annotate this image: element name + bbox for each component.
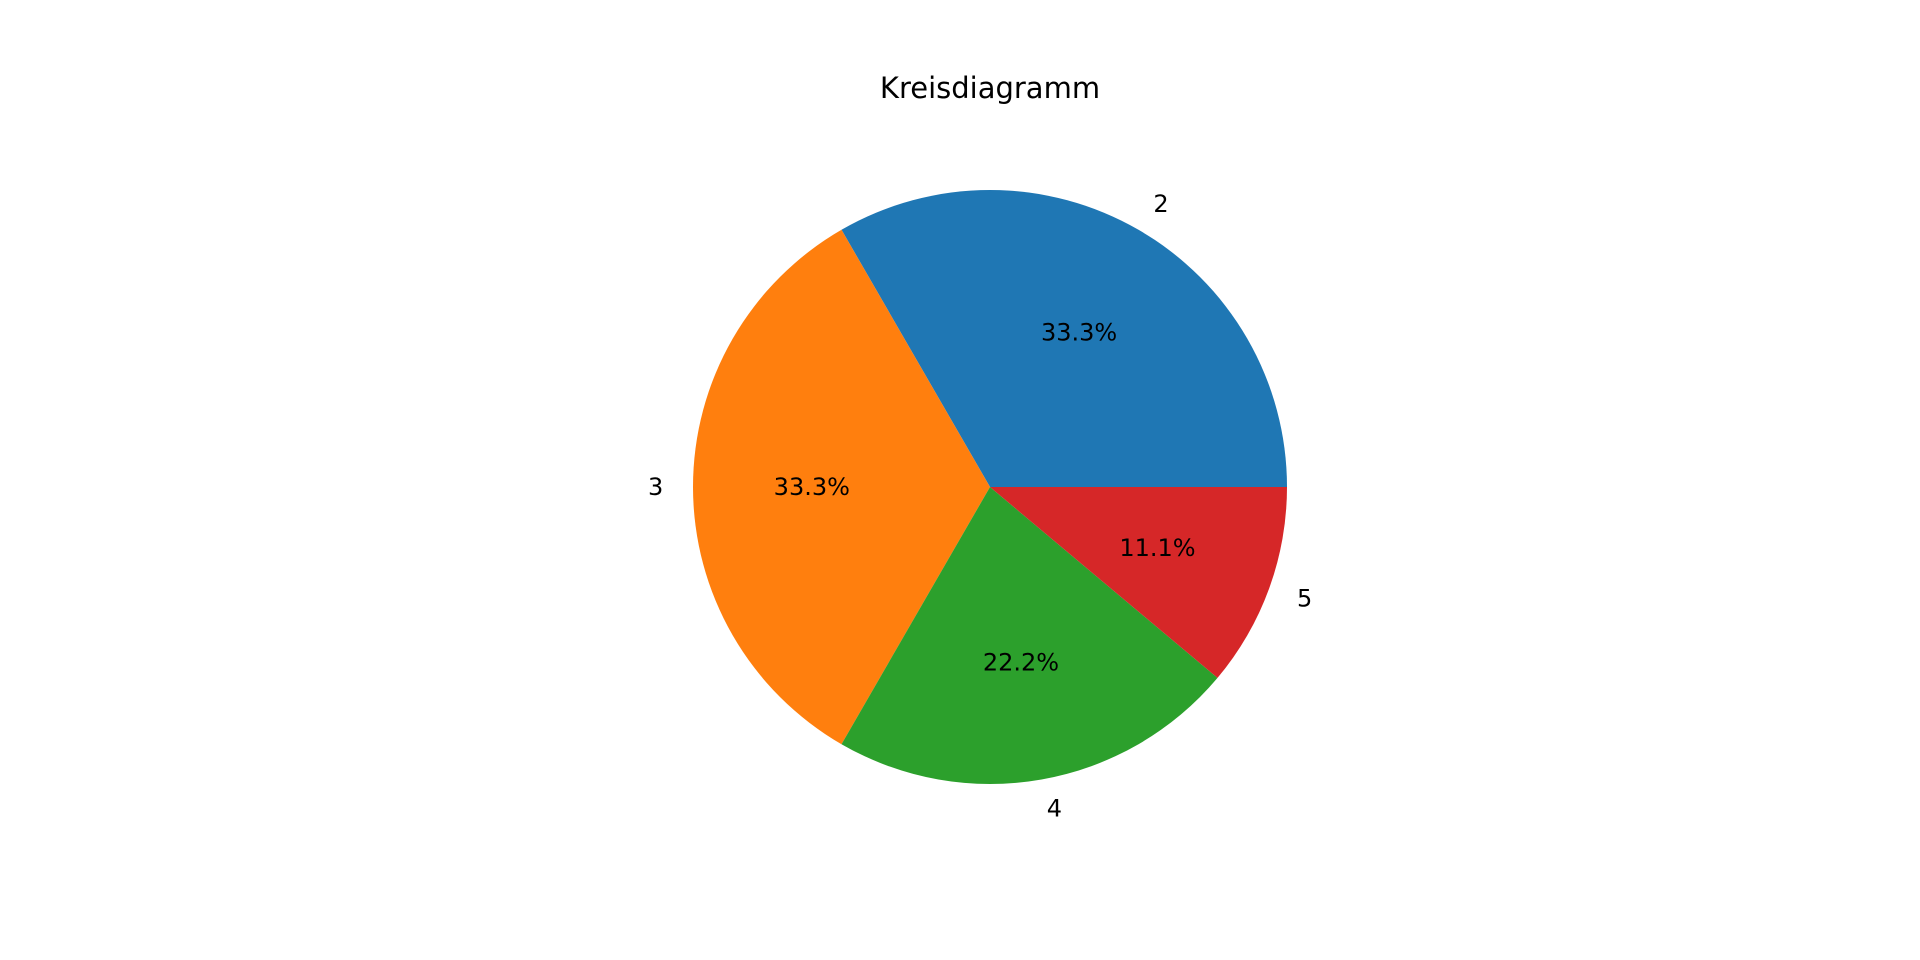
percent-label-4: 22.2% xyxy=(983,648,1059,676)
category-label-2: 2 xyxy=(1153,190,1168,218)
pie-labels: 33.3% 2 33.3% 3 22.2% 4 11.1% 5 xyxy=(648,190,1312,823)
pie-slice-5 xyxy=(990,487,1287,678)
percent-label-2: 33.3% xyxy=(1041,319,1117,347)
category-label-5: 5 xyxy=(1297,585,1312,613)
category-label-3: 3 xyxy=(648,473,663,501)
pie-slices xyxy=(693,190,1287,784)
pie-slice-3 xyxy=(693,229,990,745)
percent-label-5: 11.1% xyxy=(1119,534,1195,562)
percent-label-3: 33.3% xyxy=(774,473,850,501)
pie-slice-2 xyxy=(841,190,1287,487)
pie-slice-4 xyxy=(841,487,1218,784)
chart-title: Kreisdiagramm xyxy=(880,71,1100,105)
category-label-4: 4 xyxy=(1047,795,1062,823)
